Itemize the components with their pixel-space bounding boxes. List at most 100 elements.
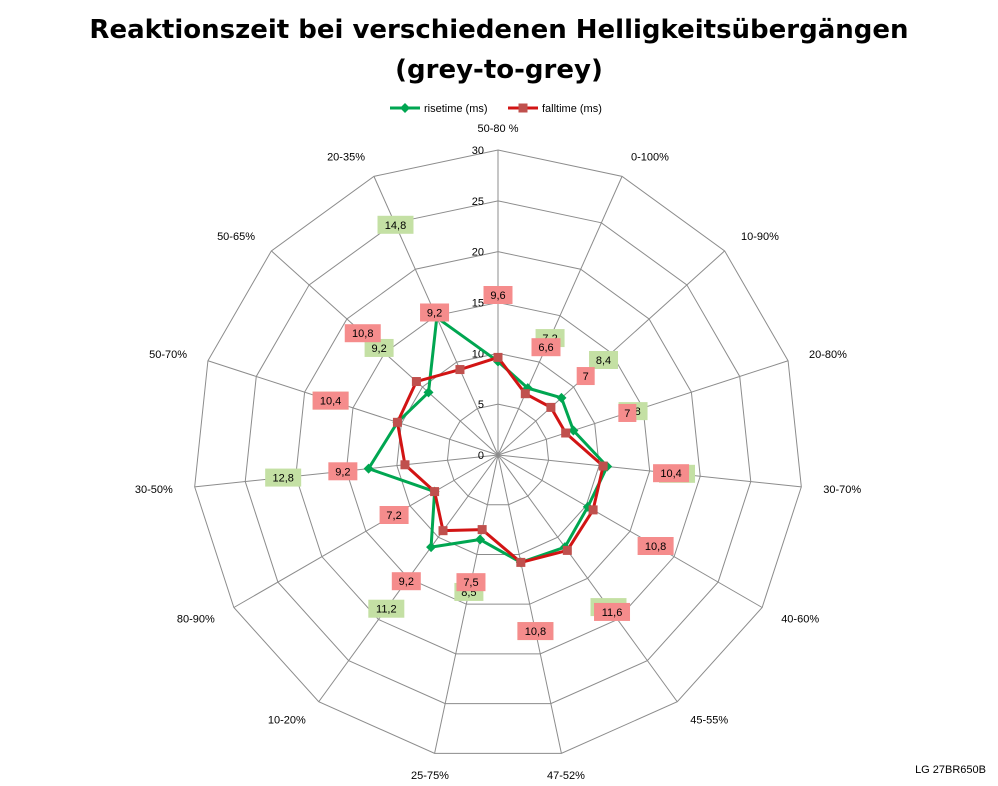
radial-tick-label: 0 — [478, 450, 484, 462]
grid-ring — [345, 301, 651, 605]
grid-spoke — [497, 176, 623, 456]
risetime-marker — [475, 534, 486, 545]
data-label-bg — [618, 403, 637, 422]
grid-spoke — [434, 454, 499, 754]
falltime-data-label: 7,2 — [386, 510, 401, 522]
data-label-bg — [377, 215, 414, 234]
falltime-data-label: 10,8 — [352, 328, 373, 340]
radial-tick-label: 25 — [472, 196, 484, 208]
data-label-bg — [531, 338, 561, 357]
data-label-bg — [391, 572, 421, 591]
data-label-bg — [328, 462, 358, 481]
falltime-data-label: 10,8 — [645, 541, 666, 553]
series-line-falltime — [395, 355, 605, 564]
falltime-marker — [520, 389, 530, 399]
data-label-bg — [594, 602, 631, 621]
grid-spoke — [497, 454, 678, 703]
category-label: 25-75% — [411, 770, 449, 782]
falltime-marker — [430, 487, 440, 497]
radial-tick-label: 20 — [472, 247, 484, 259]
falltime-data-label: 9,2 — [427, 307, 442, 319]
falltime-data-label: 6,6 — [538, 342, 553, 354]
grid-ring — [446, 403, 550, 506]
data-label-bg — [589, 350, 619, 369]
category-label: 20-35% — [327, 151, 365, 163]
data-label-bg — [576, 367, 595, 386]
falltime-data-label: 9,2 — [335, 466, 350, 478]
legend-label: risetime (ms) — [424, 103, 488, 115]
data-label-bg — [368, 599, 405, 618]
data-label-bg — [379, 506, 409, 524]
grid-ring — [244, 200, 752, 705]
legend-falltime-marker — [518, 103, 528, 113]
falltime-marker — [516, 557, 526, 567]
risetime-marker — [363, 463, 374, 474]
series-line-risetime — [367, 316, 609, 564]
falltime-data-label: 10,4 — [660, 468, 681, 480]
falltime-data-label: 9,6 — [490, 290, 505, 302]
category-label: 40-60% — [781, 614, 819, 626]
falltime-marker — [438, 526, 448, 536]
falltime-marker — [598, 461, 608, 471]
falltime-marker — [588, 505, 598, 515]
risetime-marker — [423, 387, 434, 398]
radial-tick-label: 5 — [478, 399, 484, 411]
category-label: 50-70% — [149, 349, 187, 361]
category-label: 45-55% — [690, 715, 728, 727]
falltime-marker — [546, 402, 556, 412]
grid-ring — [295, 251, 701, 655]
category-label: 10-20% — [268, 715, 306, 727]
chart-title-line-1: Reaktionszeit bei verschiedenen Helligke… — [89, 15, 909, 45]
falltime-marker — [493, 352, 503, 362]
grid-spoke — [207, 360, 499, 456]
grid-spoke — [497, 454, 763, 608]
data-label-bg — [312, 391, 349, 410]
grid-spoke — [497, 454, 562, 754]
category-label: 50-65% — [217, 231, 255, 243]
category-label: 20-80% — [809, 349, 847, 361]
falltime-data-label: 10,4 — [320, 396, 341, 408]
category-label: 47-52% — [547, 770, 585, 782]
risetime-marker — [568, 425, 579, 436]
data-label-bg — [456, 573, 486, 592]
chart-title: Reaktionszeit bei verschiedenen Helligke… — [0, 10, 998, 90]
risetime-data-label: 12,8 — [272, 473, 293, 485]
category-label: 50-80 % — [478, 123, 519, 135]
category-label: 80-90% — [177, 614, 215, 626]
risetime-data-label: 9,2 — [371, 343, 386, 355]
data-label-bg — [364, 338, 394, 357]
data-label-bg — [517, 622, 554, 641]
risetime-data-label: 14,8 — [385, 220, 406, 232]
legend-risetime-marker — [400, 103, 410, 113]
footer-caption: LG 27BR650B — [915, 764, 986, 776]
radial-tick-label: 30 — [472, 145, 484, 157]
category-label: 30-50% — [135, 484, 173, 496]
radial-tick-label: 15 — [472, 298, 484, 310]
radial-tick-label: 10 — [472, 348, 484, 360]
risetime-data-label: 11,2 — [376, 604, 397, 616]
data-label-bg — [420, 303, 450, 322]
falltime-marker — [400, 460, 410, 470]
category-label: 10-90% — [741, 231, 779, 243]
risetime-data-label: 8,4 — [596, 355, 611, 367]
category-label: 30-70% — [823, 484, 861, 496]
chart-title-line-2: (grey-to-grey) — [395, 55, 603, 85]
data-label-bg — [637, 537, 674, 555]
falltime-marker — [561, 428, 571, 438]
falltime-marker — [477, 525, 487, 535]
falltime-data-label: 11,6 — [602, 607, 623, 619]
falltime-marker — [455, 365, 465, 375]
data-label-bg — [344, 324, 381, 343]
falltime-data-label: 9,2 — [399, 576, 414, 588]
risetime-marker — [556, 392, 567, 403]
data-label-bg — [265, 468, 302, 487]
falltime-marker — [392, 417, 402, 427]
falltime-data-label: 7,5 — [463, 577, 478, 589]
grid-ring — [194, 149, 802, 754]
data-label-bg — [653, 464, 690, 483]
falltime-marker — [411, 377, 421, 387]
falltime-data-label: 7 — [583, 371, 589, 383]
grid-spoke — [233, 454, 499, 608]
falltime-data-label: 10,8 — [525, 626, 546, 638]
